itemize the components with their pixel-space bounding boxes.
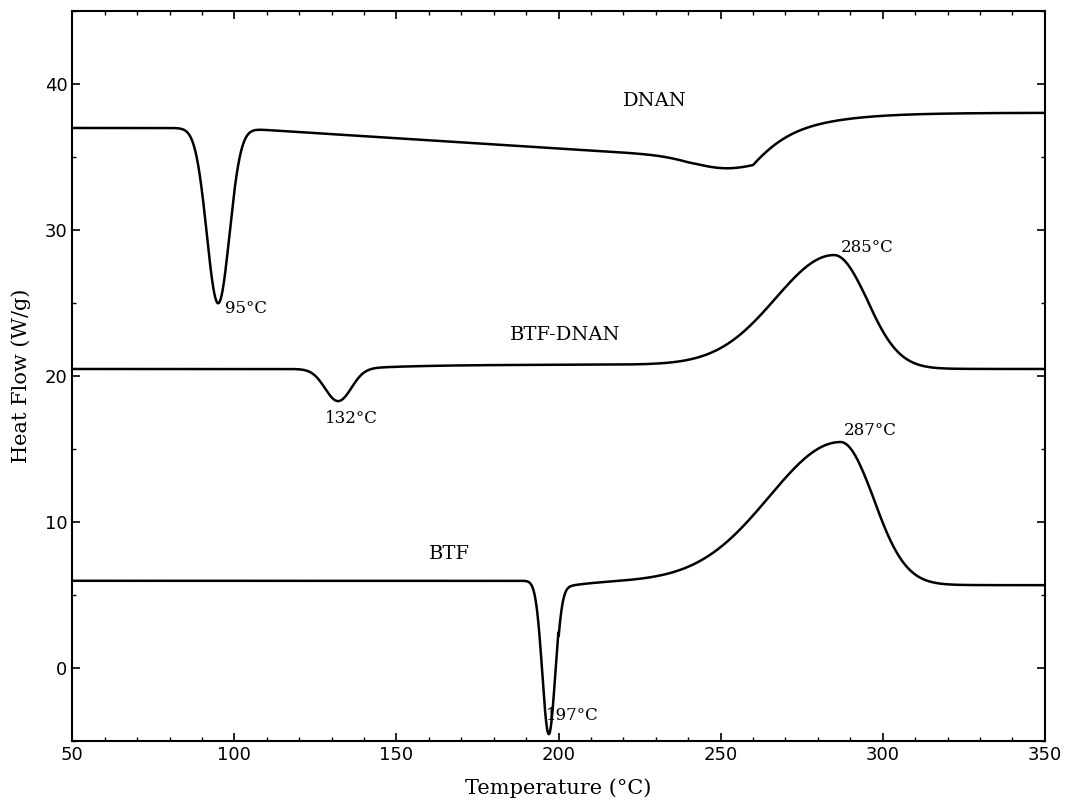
- Text: 287°C: 287°C: [843, 421, 897, 438]
- Text: 95°C: 95°C: [224, 300, 266, 317]
- Text: 285°C: 285°C: [840, 239, 894, 256]
- Text: BTF: BTF: [429, 545, 470, 563]
- Text: DNAN: DNAN: [623, 92, 687, 110]
- Y-axis label: Heat Flow (W/g): Heat Flow (W/g): [11, 289, 31, 464]
- Text: 197°C: 197°C: [545, 706, 599, 723]
- X-axis label: Temperature (°C): Temperature (°C): [466, 778, 651, 798]
- Text: BTF-DNAN: BTF-DNAN: [510, 326, 620, 344]
- Text: 132°C: 132°C: [325, 410, 378, 427]
